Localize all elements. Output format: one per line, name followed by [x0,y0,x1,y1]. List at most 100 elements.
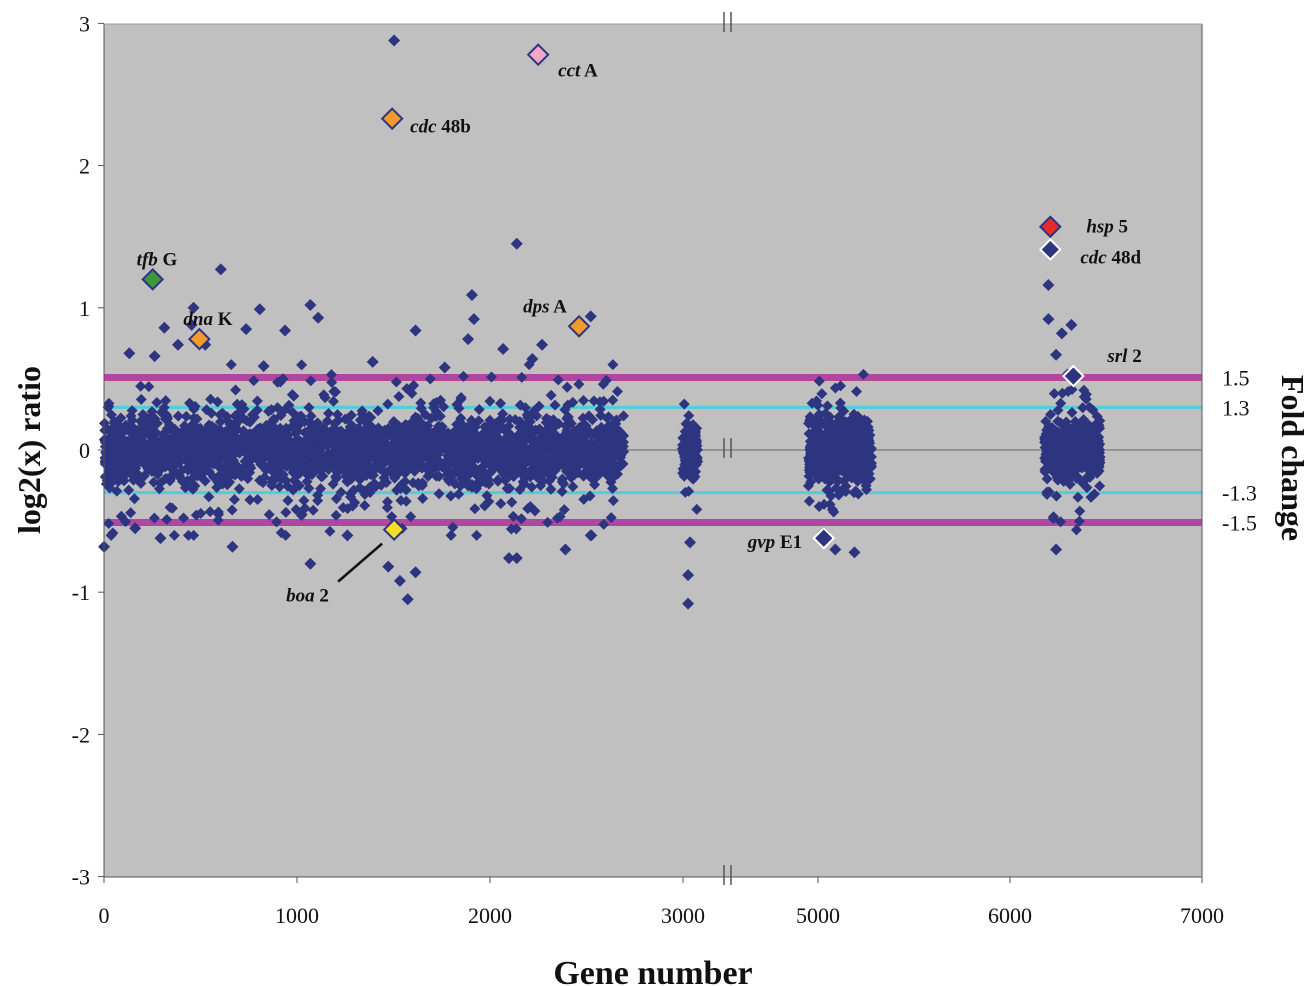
data-point [370,462,382,474]
data-point [267,475,279,487]
data-point [351,432,363,444]
fold-change-tick-label: -1.5 [1222,511,1257,536]
data-point [1048,388,1060,400]
data-point [545,389,557,401]
data-point [191,442,203,454]
data-point [449,478,461,490]
data-point [504,482,516,494]
data-point [240,323,253,336]
y-tick-label: 0 [79,438,90,463]
data-point [691,503,703,515]
data-point [195,457,207,469]
data-point [1074,505,1086,517]
data-point [225,359,237,371]
data-point [1090,444,1102,456]
data-point [298,494,310,506]
data-point [111,485,123,497]
data-point [214,416,226,428]
data-point [457,370,469,382]
data-point [214,263,227,276]
data-point [804,442,816,454]
data-point [412,417,424,429]
data-point [205,393,217,405]
data-point [161,514,173,526]
highlighted-gene-point [1038,238,1062,261]
data-point [454,436,466,448]
data-point [611,461,623,473]
data-point [226,504,238,516]
data-point [861,441,873,453]
data-point [104,478,116,490]
data-point [123,425,135,437]
data-point [556,485,568,497]
data-point [543,415,555,427]
data-point [445,529,457,541]
data-point [457,446,469,458]
data-point [545,447,557,459]
data-point [573,378,585,390]
data-point [190,509,202,521]
data-point [339,433,351,445]
data-point [683,410,695,422]
data-point [549,464,561,476]
data-point [125,507,137,519]
data-point [426,431,438,443]
data-point [383,442,395,454]
data-point [804,435,816,447]
data-point [594,403,606,415]
data-point [541,467,553,479]
axes: 3 2 1 0 -1 -2 -3 0 1000 2000 3000 5000 6000 7000 [72,11,1224,928]
data-point [274,481,286,493]
data-point [388,34,401,47]
gene-label: srl 2 [1106,346,1141,367]
data-point [436,431,448,443]
data-point [229,464,241,476]
data-point [607,394,619,406]
data-point [287,407,299,419]
data-point [214,462,226,474]
data-point [332,409,344,421]
data-point [584,310,597,323]
data-point [306,418,318,430]
data-point [327,478,339,490]
data-point [203,451,215,463]
data-point [471,529,483,541]
data-point [455,412,467,424]
data-point [485,371,497,383]
data-point [835,402,847,414]
data-point [271,516,283,528]
data-point [495,397,507,409]
data-point [392,468,404,480]
data-point [477,475,489,487]
data-point [466,452,478,464]
data-point [541,423,553,435]
data-point [434,455,446,467]
data-point [330,509,342,521]
data-point [154,532,167,545]
data-point [584,529,597,542]
data-point [137,422,149,434]
data-point [393,447,405,459]
data-point [293,456,305,468]
data-point [330,493,342,505]
data-point [244,494,256,506]
data-point [405,511,417,523]
data-point [146,406,158,418]
data-point [387,417,399,429]
data-point [849,459,861,471]
data-point [690,426,702,438]
data-point [1094,480,1106,492]
highlighted-gene-point [380,107,404,131]
data-point [442,465,454,477]
gene-label: cct A [558,61,598,82]
data-point [580,420,592,432]
data-point [821,400,833,412]
data-point [120,516,132,528]
data-point [393,391,405,403]
data-point [505,523,517,535]
data-point [326,376,338,388]
highlighted-gene-point [382,518,406,542]
data-point [164,501,176,513]
data-point [400,495,412,507]
data-point [103,517,115,529]
